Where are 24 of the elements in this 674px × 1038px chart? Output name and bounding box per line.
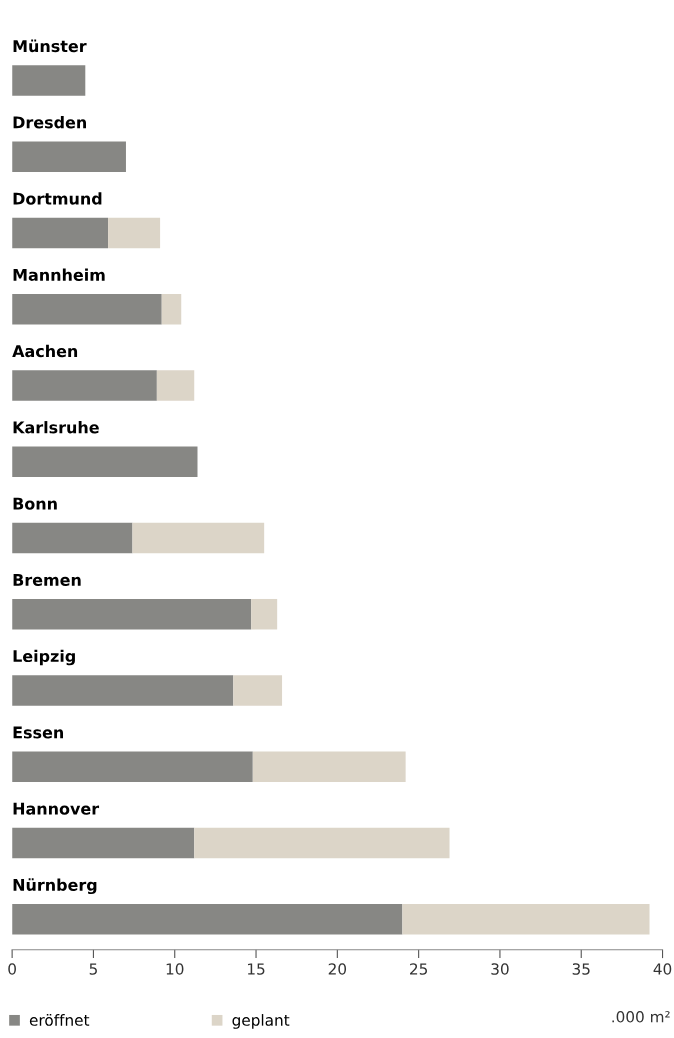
x-axis-title: .000 m² [612,1011,670,1023]
legend-label: eröffnet [29,1014,90,1026]
y-tick-label: Dortmund [13,192,102,205]
y-tick-label: Münster [13,39,87,53]
x-tick-label: 30 [491,963,509,975]
y-tick-label: Bremen [13,574,81,586]
y-tick-label: Bonn [13,497,57,510]
y-tick-label: Aachen [12,344,78,358]
y-tick-label: Leipzig [13,649,75,666]
legend-label: geplant [232,1014,290,1029]
y-tick-label: Nürnberg [13,878,97,895]
x-tick-label: 20 [328,963,347,975]
y-tick-label: Karlsruhe [13,421,99,434]
x-tick-label: 5 [89,963,97,975]
y-tick-label: Hannover [13,802,100,815]
y-tick-label: Dresden [13,116,86,129]
x-tick-label: 0 [8,963,16,975]
x-tick-label: 40 [653,963,672,975]
y-tick-label: Mannheim [13,268,105,281]
x-tick-label: 10 [166,963,184,975]
x-tick-label: 15 [247,963,265,975]
x-tick-label: 25 [410,963,428,975]
y-tick-label: Essen [13,726,64,739]
x-tick-label: 35 [572,963,590,975]
